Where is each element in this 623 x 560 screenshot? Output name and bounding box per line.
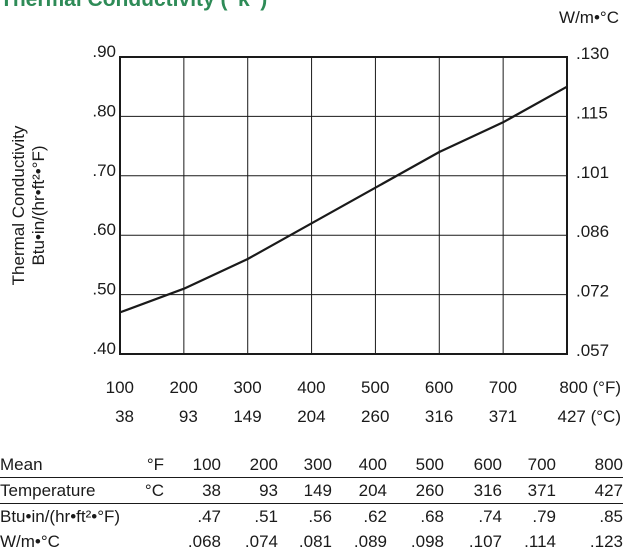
y2-tick-label: .101 [576, 163, 609, 182]
table-cell: .62 [363, 506, 387, 526]
x-tick-label-c: 371 [489, 407, 517, 426]
table-cell: 316 [444, 477, 502, 504]
table-cell: W/m•°C [0, 531, 60, 551]
table-cell: 800 [556, 452, 623, 478]
y2-tick-label: .115 [576, 103, 608, 122]
x-tick-label-f: 300 [233, 378, 261, 397]
y2-tick-label: .057 [576, 341, 609, 360]
y-tick-label: .50 [92, 280, 116, 299]
table-cell: 149 [278, 477, 332, 504]
table-cell: .074 [244, 531, 278, 551]
table-cell: 300 [278, 452, 332, 478]
y2-tick-label: .086 [576, 222, 609, 241]
table-cell: 700 [502, 452, 556, 478]
table-cell: 260 [387, 477, 444, 504]
table-cell: .089 [353, 531, 387, 551]
x-tick-label-f: 800 (°F) [559, 378, 621, 397]
table-cell: .107 [468, 531, 502, 551]
y2-tick-label: .130 [576, 44, 609, 63]
y-axis-label-line-1: Thermal Conductivity [9, 125, 28, 285]
data-table-body: Mean °F 100 200 300 400 500 600 700 800 Temperatur… [0, 452, 623, 554]
y-tick-label: .70 [92, 161, 116, 180]
table-cell: 200 [221, 452, 278, 478]
table-cell: 427 [556, 477, 623, 504]
x-tick-label-f: 700 [489, 378, 517, 397]
series-group [119, 85, 568, 314]
y-tick-labels: .90 .80 .70 .60 .50 .40 [92, 42, 116, 358]
x-tick-label-c: 38 [115, 407, 134, 426]
table-row: W/m•°C .068 .074 .081 .089 .098 .107 .114 .123 [0, 529, 623, 554]
x-tick-label-f: 600 [425, 378, 453, 397]
x-tick-label-c: 427 (°C) [558, 407, 621, 426]
x-tick-label-c: 93 [179, 407, 198, 426]
table-cell: Btu•in/(hr•ft²•°F) [0, 506, 121, 526]
data-table: Mean °F 100 200 300 400 500 600 700 800 Temperatur… [0, 452, 623, 554]
y2-tick-label: .072 [576, 282, 609, 301]
x-tick-label-f: 100 [106, 378, 134, 397]
table-cell: .47 [197, 506, 221, 526]
table-cell: .74 [478, 506, 502, 526]
table-row: Btu•in/(hr•ft²•°F) .47 .51 .56 .62 .68 .74 .79.… [0, 504, 623, 530]
x-tick-label-f: 200 [169, 378, 197, 397]
series-line-0 [119, 85, 568, 314]
table-row: Mean °F 100 200 300 400 500 600 700 800 [0, 452, 623, 478]
x-tick-label-f: 500 [361, 378, 389, 397]
table-cell: .098 [410, 531, 444, 551]
table-cell: Temperature [0, 477, 120, 504]
x-tick-label-c: 316 [425, 407, 453, 426]
x-tick-labels: 100 38 200 93 300 149 400 204 500 260 600 316 700 371… [106, 378, 621, 426]
table-cell: .081 [298, 531, 332, 551]
x-tick-label-c: 204 [297, 407, 325, 426]
table-cell: .68 [420, 506, 444, 526]
y-axis-label-line-2: Btu•in/(hr•ft²•°F) [29, 145, 48, 265]
table-row: Temperature °C 38 93 149 204 260 316 371 427 [0, 477, 623, 504]
table-cell: .56 [308, 506, 332, 526]
table-cell: .123 [589, 531, 623, 551]
y-tick-label: .80 [92, 101, 116, 120]
y-tick-label: .90 [92, 42, 116, 61]
table-cell: 38 [164, 477, 221, 504]
table-cell: 400 [332, 452, 387, 478]
table-cell: 371 [502, 477, 556, 504]
chart-title: Thermal Conductivity (“k”) [0, 0, 267, 12]
table-cell: .79 [532, 506, 556, 526]
table-cell: 93 [221, 477, 278, 504]
table-cell: °C [120, 477, 164, 504]
table-cell: .068 [187, 531, 221, 551]
y2-tick-labels: .130 .115 .101 .086 .072 .057 [576, 44, 609, 360]
plot-frame [119, 56, 568, 355]
x-tick-label-c: 149 [233, 407, 261, 426]
x-tick-label-c: 260 [361, 407, 389, 426]
table-cell: 600 [444, 452, 502, 478]
thermal-conductivity-chart: Thermal Conductivity Btu•in/(hr•ft²•°F) … [9, 42, 621, 426]
y-tick-label: .60 [92, 220, 116, 239]
table-cell: .85 [599, 506, 623, 526]
table-cell: 204 [332, 477, 387, 504]
y-tick-label: .40 [92, 339, 116, 358]
table-cell: .51 [254, 506, 278, 526]
table-cell: 500 [387, 452, 444, 478]
right-axis-unit: W/m•°C [559, 8, 619, 27]
table-cell: 100 [164, 452, 221, 478]
table-cell: °F [120, 452, 164, 478]
table-cell: .114 [524, 531, 556, 551]
x-tick-label-f: 400 [297, 378, 325, 397]
table-cell: Mean [0, 452, 120, 478]
